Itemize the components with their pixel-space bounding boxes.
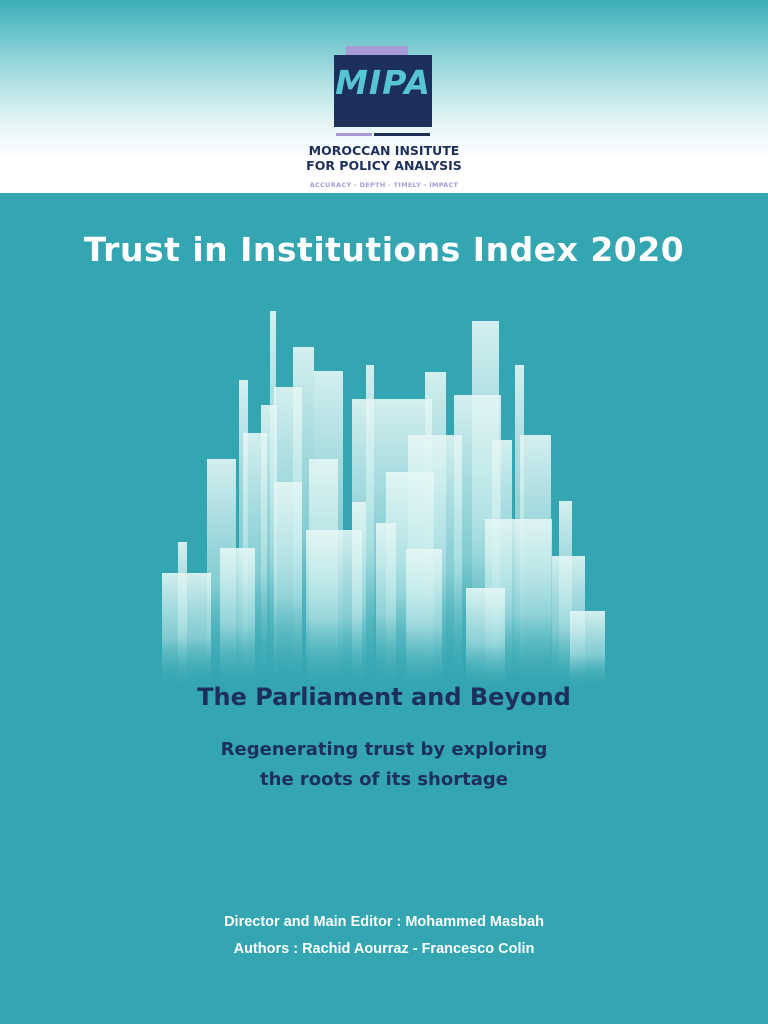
logo-accent-tab xyxy=(346,46,408,55)
logo-text: MIPA xyxy=(335,63,431,102)
editor-credit: Director and Main Editor : Mohammed Masb… xyxy=(224,914,544,930)
report-tagline-line-1: Regenerating trust by exploring xyxy=(220,739,548,760)
skyline-bar xyxy=(466,588,505,690)
skyline-bar xyxy=(570,611,605,690)
logo-underline-lavender xyxy=(336,133,372,136)
org-name-line-1: MOROCCAN INSITUTE xyxy=(308,143,460,158)
report-tagline-line-2: the roots of its shortage xyxy=(260,769,508,790)
credits: Director and Main Editor : Mohammed Masb… xyxy=(0,909,768,963)
skyline-bar xyxy=(306,530,362,690)
authors-credit: Authors : Rachid Aourraz - Francesco Col… xyxy=(233,941,535,957)
report-subtitle: The Parliament and Beyond xyxy=(197,683,571,711)
skyline-bar xyxy=(406,549,442,690)
logo-underline-navy xyxy=(374,133,430,136)
org-tagline: ACCURACY - DEPTH - TIMELY - IMPACT xyxy=(309,181,459,189)
skyline-bar xyxy=(220,548,255,690)
report-title: Trust in Institutions Index 2020 xyxy=(83,230,685,269)
org-name-line-2: FOR POLICY ANALYSIS xyxy=(306,158,462,173)
skyline-bar xyxy=(162,573,211,690)
organization-name: MOROCCAN INSITUTE FOR POLICY ANALYSIS xyxy=(284,143,484,173)
skyline-bar xyxy=(274,482,302,690)
report-tagline: Regenerating trust by exploring the root… xyxy=(0,735,768,795)
logo-box xyxy=(334,55,432,127)
skyline-bar xyxy=(376,523,396,690)
